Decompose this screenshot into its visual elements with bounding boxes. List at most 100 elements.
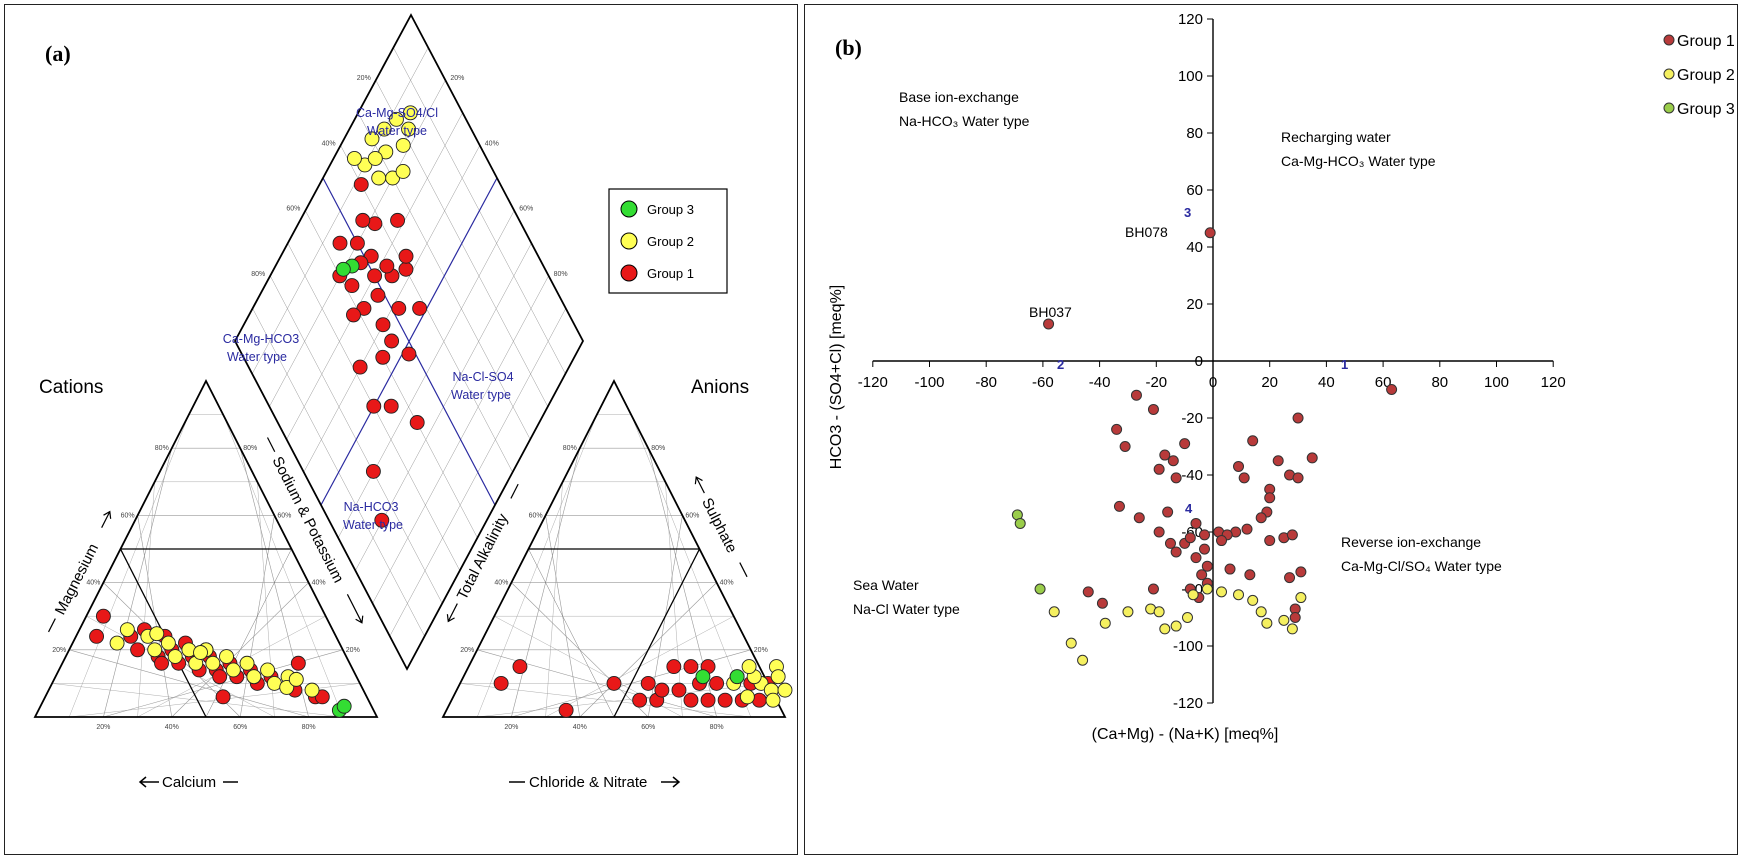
data-point-group-2 xyxy=(1295,592,1307,604)
y-tick-label: -40 xyxy=(1181,467,1203,484)
cations-label: Cations xyxy=(39,377,103,398)
data-point-group-1 xyxy=(1224,563,1236,575)
diamond-point-group-1 xyxy=(366,398,382,414)
legend-label-group-1: Group 1 xyxy=(647,266,694,281)
diamond-point-group-1 xyxy=(383,398,399,414)
sulphate-axis-label: Sulphate xyxy=(698,495,740,555)
data-point-group-1 xyxy=(1096,597,1108,609)
data-point-group-2 xyxy=(1159,623,1171,635)
annotation-sea-water: Sea Water xyxy=(853,577,919,593)
cation-point-group-2 xyxy=(149,626,165,642)
y-tick-label: 120 xyxy=(1178,11,1203,28)
data-point-group-1 xyxy=(1133,512,1145,524)
quadrant-markers: 1 2 3 4 xyxy=(1057,205,1348,516)
piper-tick-label: 20% xyxy=(450,75,464,82)
piper-tick-label: 60% xyxy=(233,724,247,731)
cation-point-group-1 xyxy=(290,655,306,671)
data-point-group-1 xyxy=(1162,506,1174,518)
data-point-group-1 xyxy=(1264,535,1276,547)
anion-point-group-1 xyxy=(709,675,725,691)
diamond-point-group-1 xyxy=(409,415,425,430)
calcium-axis-group: Calcium xyxy=(138,774,238,791)
x-tick-label: 80 xyxy=(1431,374,1448,391)
cation-point-group-1 xyxy=(215,689,231,705)
y-tick-label: 100 xyxy=(1178,68,1203,85)
data-point-group-2 xyxy=(1048,606,1060,618)
data-point-group-1 xyxy=(1179,438,1191,450)
diamond-point-group-1 xyxy=(355,212,371,228)
piper-tick-label: 80% xyxy=(155,445,169,452)
anion-point-group-3 xyxy=(695,669,711,685)
data-point-group-1 xyxy=(1295,566,1307,578)
anion-point-group-1 xyxy=(512,659,528,675)
x-axis-title: (Ca+Mg) - (Na+K) [meq%] xyxy=(1092,726,1279,743)
data-point-group-1 xyxy=(1292,472,1304,484)
diamond-point-group-1 xyxy=(352,359,368,375)
piper-tick-label: 20% xyxy=(52,647,66,654)
data-point-group-2 xyxy=(1065,637,1077,649)
sodium-potassium-axis-label: Sodium & Potassium xyxy=(269,454,347,586)
piper-tick-label: 40% xyxy=(494,580,508,587)
region-ca-mg-hco3-subtitle: Water type xyxy=(227,350,287,364)
piper-tick-label: 60% xyxy=(277,512,291,519)
anion-point-group-1 xyxy=(632,692,648,708)
total-alkalinity-axis-label: Total Alkalinity xyxy=(454,511,512,603)
legend-label-group-2: Group 2 xyxy=(647,234,694,249)
region-ca-mg-hco3-label: Ca-Mg-HCO3 xyxy=(223,332,299,346)
anion-point-group-2 xyxy=(739,689,755,705)
diamond-point-group-2 xyxy=(376,121,392,137)
diamond-point-group-2 xyxy=(367,150,383,166)
cation-point-group-2 xyxy=(219,649,234,664)
region-na-cl-so4-subtitle: Water type xyxy=(451,388,511,402)
diamond-point-group-2 xyxy=(395,164,411,179)
data-point-group-3 xyxy=(1014,517,1026,529)
data-point-group-2 xyxy=(1278,614,1290,626)
annotation-recharging-water-type: Ca-Mg-HCO₃ Water type xyxy=(1281,153,1436,169)
diamond-point-group-1 xyxy=(365,463,381,479)
data-point-group-1 xyxy=(1216,535,1228,547)
point-label-bh078: BH078 xyxy=(1125,224,1168,240)
data-point-group-2 xyxy=(1261,617,1273,629)
anion-point-group-1 xyxy=(717,692,733,708)
data-point-group-2 xyxy=(1216,586,1228,598)
data-point-group-1 xyxy=(1255,512,1267,524)
piper-tick-label: 40% xyxy=(165,724,179,731)
chloride-nitrate-axis-label: Chloride & Nitrate xyxy=(529,774,647,791)
anion-point-group-1 xyxy=(606,675,622,691)
diamond-point-group-1 xyxy=(367,268,383,284)
data-point-group-1 xyxy=(1190,552,1202,564)
data-point-group-1 xyxy=(1286,529,1298,541)
cation-point-group-1 xyxy=(154,655,169,671)
cation-point-group-1 xyxy=(314,689,330,705)
data-point-group-1 xyxy=(1241,523,1253,535)
anion-point-group-1 xyxy=(558,702,574,718)
data-point-group-1 xyxy=(1167,455,1179,467)
data-point-group-1 xyxy=(1111,423,1123,435)
diamond-point-group-1 xyxy=(412,300,428,316)
data-point-group-1 xyxy=(1043,318,1055,330)
annotation-base-ion-exchange-type: Na-HCO₃ Water type xyxy=(899,113,1030,129)
y-tick-label: 20 xyxy=(1186,296,1203,313)
diamond-point-group-1 xyxy=(390,212,406,228)
piper-tick-label: 80% xyxy=(251,271,265,278)
piper-tick-label: 40% xyxy=(86,580,100,587)
data-point-group-1 xyxy=(1147,583,1159,595)
cation-point-group-2 xyxy=(167,649,183,664)
diamond-point-group-1 xyxy=(398,248,414,264)
data-point-group-2 xyxy=(1077,654,1089,666)
data-point-group-1 xyxy=(1306,452,1318,464)
cation-point-group-2 xyxy=(119,622,135,638)
plot-points xyxy=(1011,227,1398,666)
y-tick-label: -100 xyxy=(1173,638,1203,655)
region-na-hco3-label: Na-HCO3 xyxy=(344,500,399,514)
cation-point-group-1 xyxy=(89,628,105,644)
cation-point-group-1 xyxy=(212,669,228,685)
anion-point-group-1 xyxy=(683,692,699,708)
data-point-group-1 xyxy=(1113,500,1125,512)
anion-point-group-2 xyxy=(777,682,793,698)
piper-tick-label: 40% xyxy=(485,140,499,147)
piper-legend: Group 3 Group 2 Group 1 xyxy=(608,188,728,294)
legend-marker-group-3 xyxy=(620,200,638,218)
x-tick-label: -100 xyxy=(914,374,944,391)
anion-point-group-2 xyxy=(770,669,786,685)
